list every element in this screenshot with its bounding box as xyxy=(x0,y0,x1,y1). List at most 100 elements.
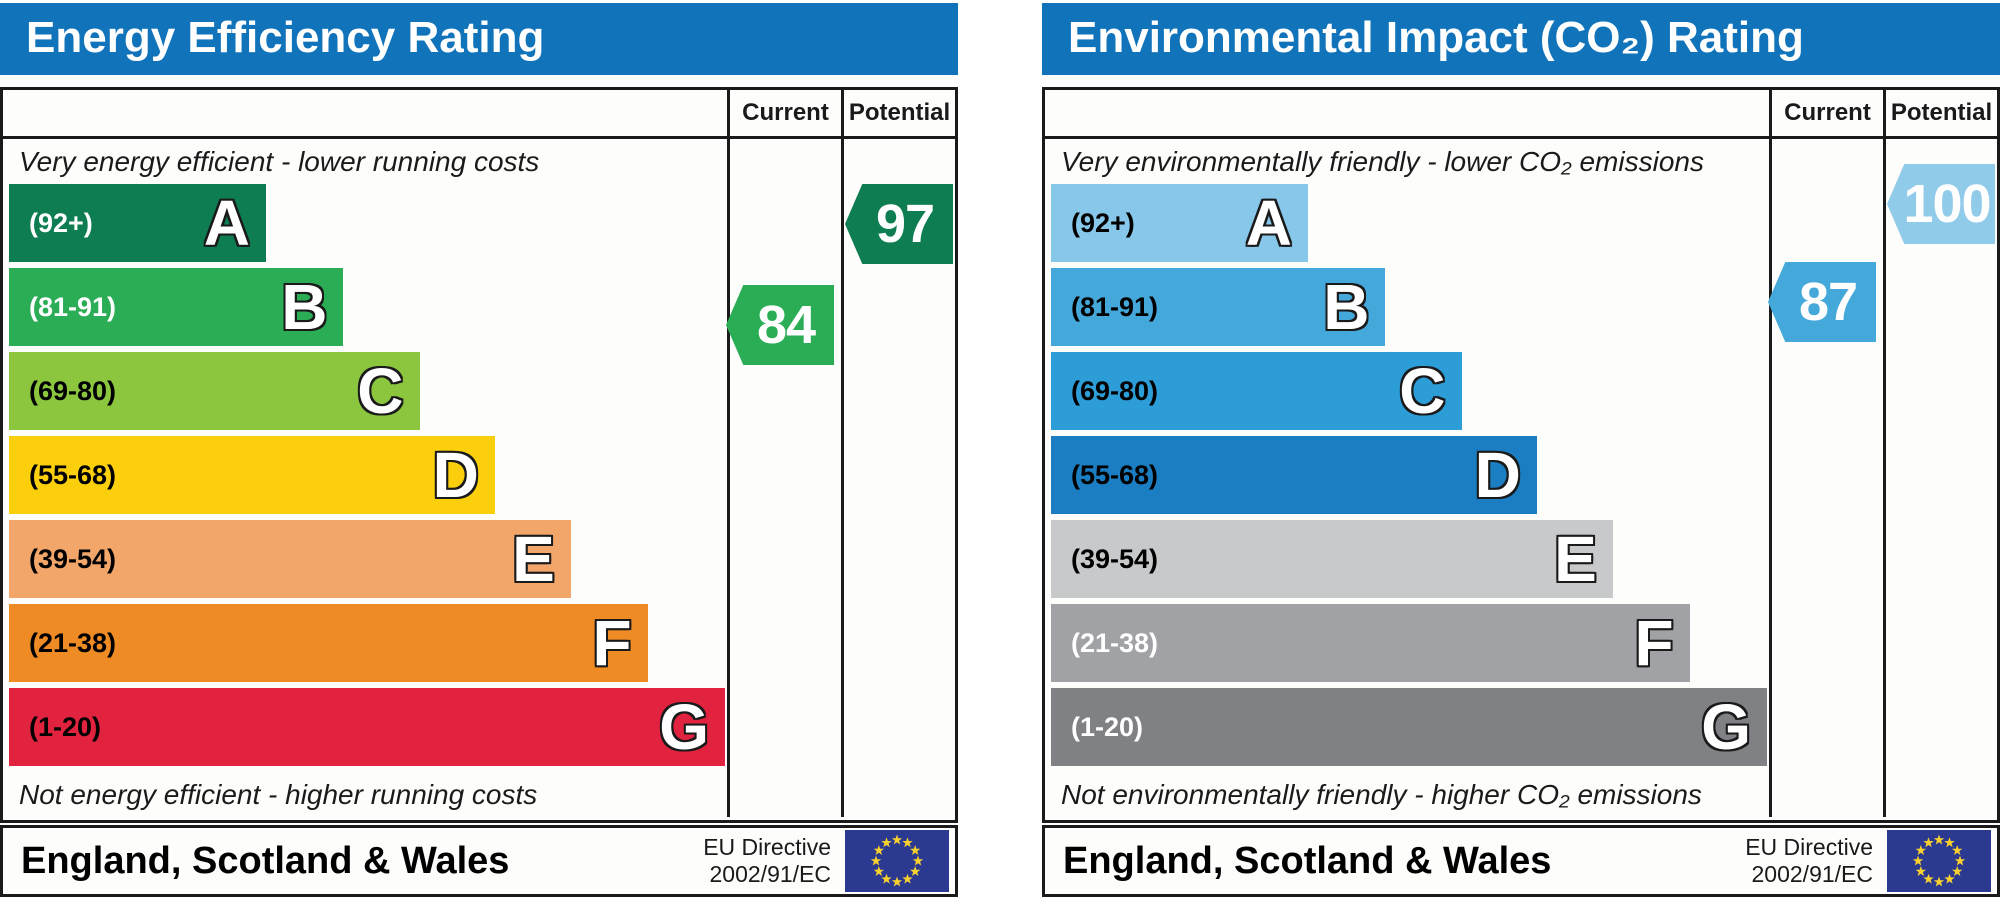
band-range-label: (55-68) xyxy=(1071,459,1159,490)
band-letter: B xyxy=(1322,270,1371,345)
potential-column-header: Potential xyxy=(841,90,955,136)
band-range-label: (39-54) xyxy=(29,543,117,574)
chart-title: Environmental Impact (CO₂) Rating xyxy=(1042,3,2000,75)
eu-directive-line1: EU Directive xyxy=(1745,834,1873,860)
table-body: Very environmentally friendly - lower CO… xyxy=(1045,139,1997,817)
band-letter: E xyxy=(511,522,556,597)
rating-scale: (92+) A (81-91) B (69-80) C (55-68) D (39-54) E (2… xyxy=(1045,184,1769,772)
eu-directive-label: EU Directive 2002/91/EC xyxy=(1745,834,1873,888)
rating-band-g: (1-20) G xyxy=(3,688,727,772)
band-bar-g: (1-20) G xyxy=(1051,688,1768,766)
band-range-label: (21-38) xyxy=(29,627,117,658)
eu-flag-icon xyxy=(1887,830,1991,892)
potential-column xyxy=(1883,139,1997,817)
band-letter: A xyxy=(203,186,252,261)
band-range-label: (39-54) xyxy=(1071,543,1159,574)
band-range-label: (81-91) xyxy=(29,291,117,322)
band-bar-b: (81-91) B xyxy=(1051,268,1386,346)
band-bar-a: (92+) A xyxy=(9,184,267,262)
current-column xyxy=(1769,139,1883,817)
band-bar-e: (39-54) E xyxy=(9,520,571,598)
band-bar-a: (92+) A xyxy=(1051,184,1309,262)
current-column-header: Current xyxy=(727,90,841,136)
table-body: Very energy efficient - lower running co… xyxy=(3,139,955,817)
band-range-label: (81-91) xyxy=(1071,291,1159,322)
rating-band-f: (21-38) F xyxy=(1045,604,1769,688)
band-bar-b: (81-91) B xyxy=(9,268,344,346)
band-bar-g: (1-20) G xyxy=(9,688,726,766)
energy-efficiency-panel: Energy Efficiency Rating Current Potenti… xyxy=(0,0,958,899)
top-caption: Very energy efficient - lower running co… xyxy=(19,145,540,177)
band-bar-e: (39-54) E xyxy=(1051,520,1613,598)
region-label: England, Scotland & Wales xyxy=(21,839,510,882)
band-letter: D xyxy=(431,438,480,513)
band-range-label: (69-80) xyxy=(29,375,117,406)
header-spacer-cell xyxy=(1045,90,1769,136)
band-bar-d: (55-68) D xyxy=(1051,436,1537,514)
band-bar-f: (21-38) F xyxy=(9,604,648,682)
eu-directive-line1: EU Directive xyxy=(703,834,831,860)
band-letter: B xyxy=(280,270,329,345)
band-letter: G xyxy=(1700,690,1752,765)
rating-table: Current Potential Very energy efficient … xyxy=(0,87,958,823)
rating-band-c: (69-80) C xyxy=(1045,352,1769,436)
rating-scale-area: Very environmentally friendly - lower CO… xyxy=(1045,139,1769,817)
rating-band-a: (92+) A xyxy=(3,184,727,268)
rating-table: Current Potential Very environmentally f… xyxy=(1042,87,2000,823)
potential-rating-value: 100 xyxy=(1903,174,1991,234)
band-letter: G xyxy=(658,690,710,765)
rating-scale-area: Very energy efficient - lower running co… xyxy=(3,139,727,817)
current-rating-value: 84 xyxy=(756,295,816,355)
bottom-caption: Not energy efficient - higher running co… xyxy=(19,778,538,810)
current-rating-arrow: 87 xyxy=(1768,262,1876,342)
band-bar-d: (55-68) D xyxy=(9,436,495,514)
header-spacer-cell xyxy=(3,90,727,136)
rating-band-d: (55-68) D xyxy=(1045,436,1769,520)
band-letter: C xyxy=(356,354,405,429)
band-bar-c: (69-80) C xyxy=(9,352,420,430)
bottom-caption: Not environmentally friendly - higher CO… xyxy=(1061,778,1702,810)
rating-band-e: (39-54) E xyxy=(1045,520,1769,604)
current-rating-arrow: 84 xyxy=(726,285,834,365)
eu-directive-label: EU Directive 2002/91/EC xyxy=(703,834,831,888)
current-rating-value: 87 xyxy=(1798,272,1858,332)
rating-band-c: (69-80) C xyxy=(3,352,727,436)
chart-footer: England, Scotland & Wales EU Directive 2… xyxy=(1042,825,2000,897)
band-range-label: (1-20) xyxy=(1071,711,1144,742)
table-header-row: Current Potential xyxy=(3,90,955,139)
eu-flag-icon xyxy=(845,830,949,892)
rating-band-f: (21-38) F xyxy=(3,604,727,688)
band-range-label: (92+) xyxy=(1071,207,1135,238)
rating-band-b: (81-91) B xyxy=(3,268,727,352)
band-range-label: (69-80) xyxy=(1071,375,1159,406)
current-column-header: Current xyxy=(1769,90,1883,136)
chart-title: Energy Efficiency Rating xyxy=(0,3,958,75)
potential-column-header: Potential xyxy=(1883,90,1997,136)
band-letter: E xyxy=(1553,522,1598,597)
rating-band-b: (81-91) B xyxy=(1045,268,1769,352)
band-letter: C xyxy=(1398,354,1447,429)
band-bar-c: (69-80) C xyxy=(1051,352,1462,430)
band-range-label: (1-20) xyxy=(29,711,102,742)
band-bar-f: (21-38) F xyxy=(1051,604,1690,682)
potential-rating-arrow: 97 xyxy=(845,184,953,264)
table-header-row: Current Potential xyxy=(1045,90,1997,139)
potential-rating-arrow: 100 xyxy=(1887,164,1995,244)
region-label: England, Scotland & Wales xyxy=(1063,839,1552,882)
band-range-label: (92+) xyxy=(29,207,93,238)
rating-band-e: (39-54) E xyxy=(3,520,727,604)
rating-scale: (92+) A (81-91) B (69-80) C (55-68) D (39-54) E (2… xyxy=(3,184,727,772)
band-letter: F xyxy=(1633,606,1675,681)
chart-footer: England, Scotland & Wales EU Directive 2… xyxy=(0,825,958,897)
current-column xyxy=(727,139,841,817)
environmental-impact-panel: Environmental Impact (CO₂) Rating Curren… xyxy=(1042,0,2000,899)
band-range-label: (21-38) xyxy=(1071,627,1159,658)
rating-band-d: (55-68) D xyxy=(3,436,727,520)
eu-directive-line2: 2002/91/EC xyxy=(1751,861,1873,887)
potential-column xyxy=(841,139,955,817)
rating-band-a: (92+) A xyxy=(1045,184,1769,268)
band-letter: F xyxy=(591,606,633,681)
band-letter: D xyxy=(1473,438,1522,513)
band-range-label: (55-68) xyxy=(29,459,117,490)
